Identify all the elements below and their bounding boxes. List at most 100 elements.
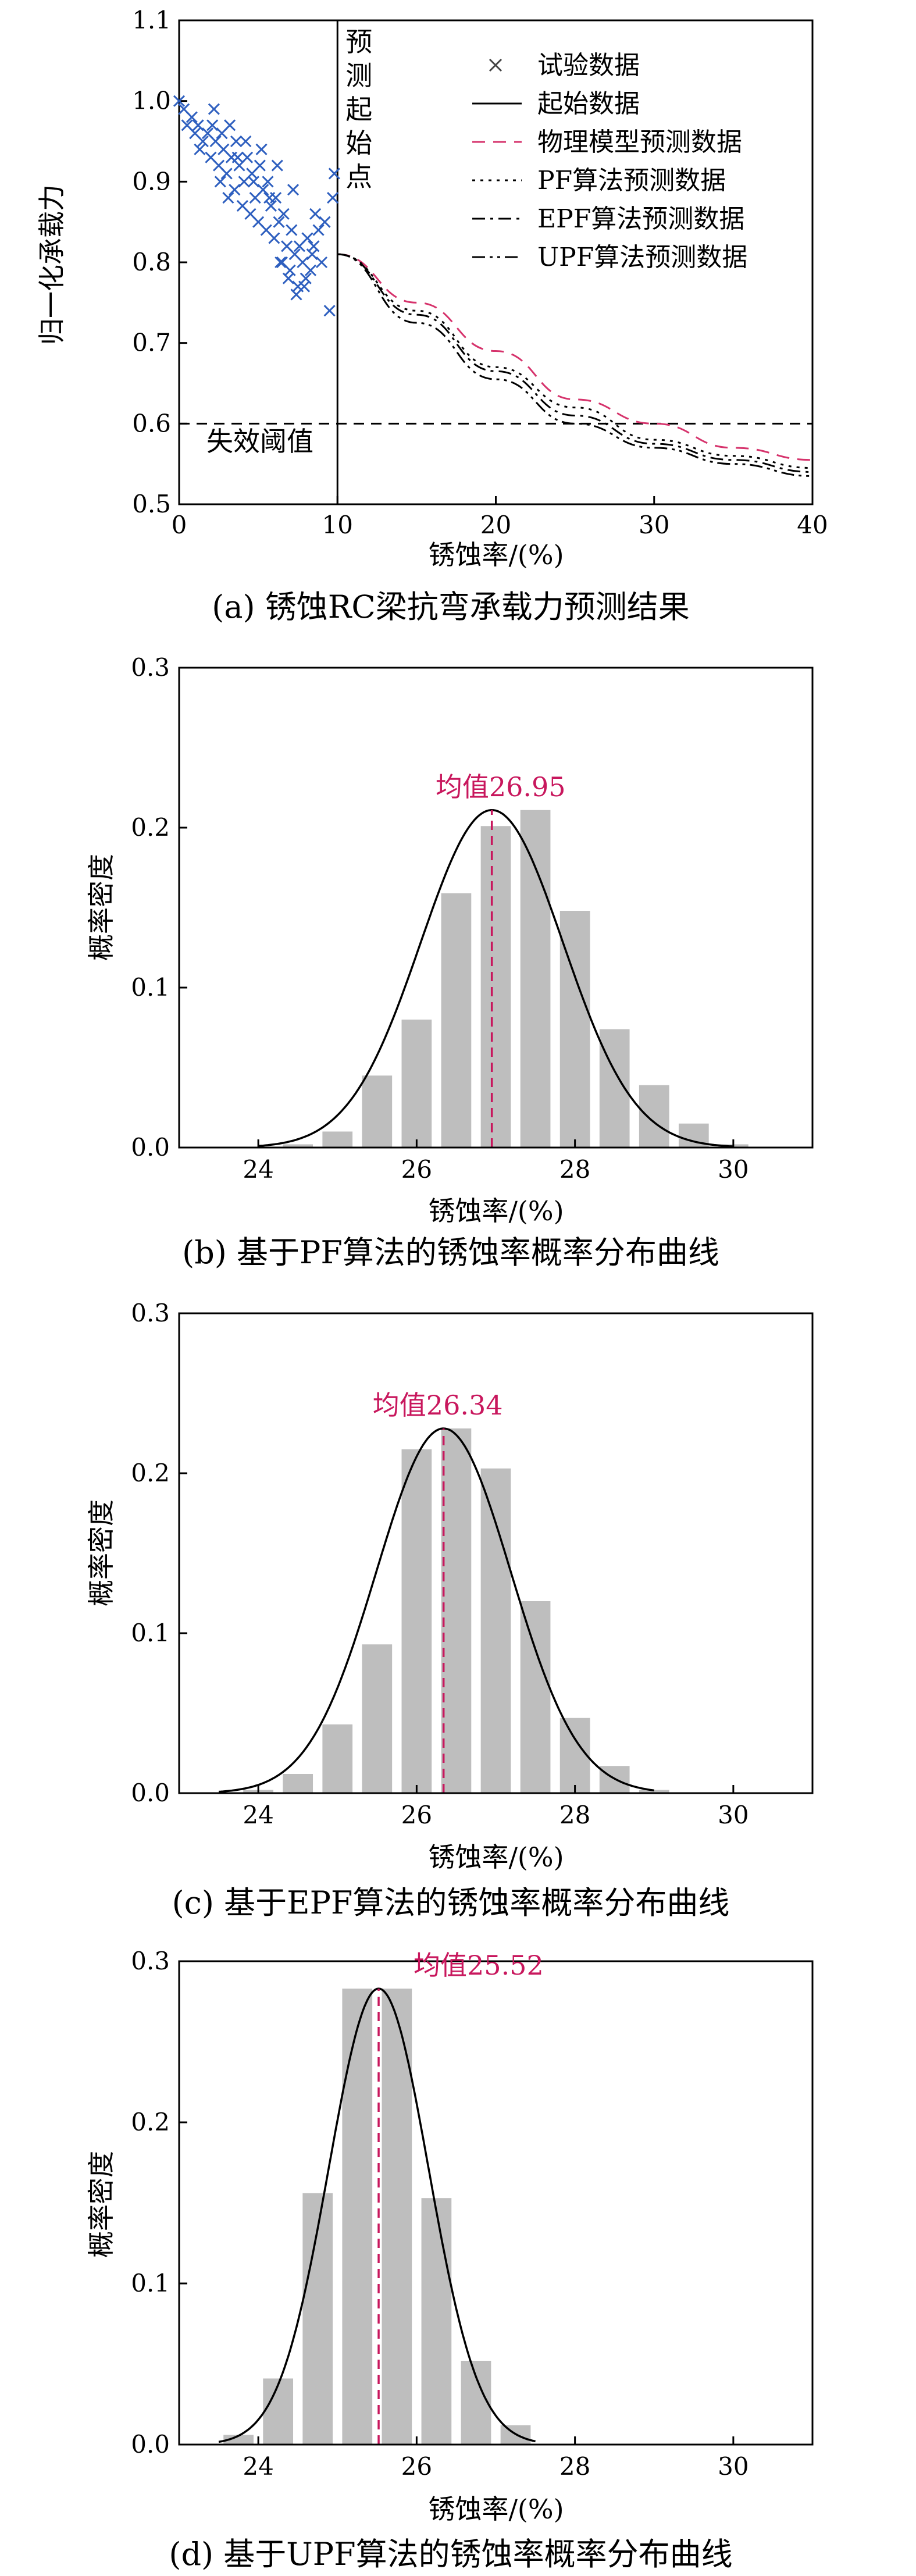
panel-a-xtick-label: 30: [639, 511, 669, 539]
panel-a-data-point: [230, 135, 243, 148]
panel-b-fit-curve: [258, 809, 733, 1148]
panel-a-ytick-label: 0.9: [132, 167, 171, 195]
panel-b-plot: 24 26 28 30 0.0 0.1 0.2 0.3: [131, 653, 814, 1184]
panel-a-legend-label: UPF算法预测数据: [537, 243, 747, 272]
panel-a-ytick-label: 1.1: [132, 6, 171, 34]
panel-a-series-line: [337, 253, 813, 461]
panel-a-data-point: [231, 151, 244, 163]
panel-a-series-line: [337, 253, 813, 473]
panel-a-data-point: [312, 224, 325, 236]
panel-a-data-point: [273, 216, 285, 228]
panel-c-frame: [178, 1312, 814, 1794]
panel-c-caption: (c) 基于EPF算法的锈蚀率概率分布曲线: [172, 1884, 730, 1921]
panel-d-fit-curve: [218, 1987, 536, 2443]
panel-d-bar: [421, 2198, 452, 2445]
panel-c-bar: [559, 1718, 590, 1793]
panel-a-xtick-label: 10: [322, 511, 353, 539]
panel-d-mean-label: 均值25.52: [414, 1950, 544, 1981]
panel-b-xtick-label: 24: [243, 1155, 273, 1184]
panel-a-data-point: [247, 176, 260, 188]
panel-a: 0 10 20 30 40 0.5 0.6 0.7 0.8 0.9 1.0 1.1 锈蚀率/(%) 归…: [36, 6, 828, 625]
panel-c-bar: [520, 1601, 551, 1793]
panel-c-bar: [322, 1724, 353, 1793]
panel-a-ytick-label: 0.8: [132, 248, 171, 276]
panel-c-xtick-label: 24: [243, 1801, 273, 1829]
panel-b-bar: [480, 826, 511, 1148]
panel-a-data-point: [309, 208, 322, 220]
panel-c: 24 26 28 30 0.0 0.1 0.2 0.3 锈蚀率/(%) 概率密度 (c) 基于…: [85, 1299, 814, 1921]
panel-c-ytick-label: 0.2: [131, 1459, 170, 1487]
panel-b-bar: [401, 1020, 432, 1148]
panel-a-data-point: [222, 192, 234, 204]
panel-d: 24 26 28 30 0.0 0.1 0.2 0.3 锈蚀率/(%) 概率密度 (d) 基于…: [85, 1947, 814, 2573]
panel-a-start-char: 始: [345, 127, 372, 159]
panel-a-data-point: [208, 103, 220, 115]
panel-d-ytick-label: 0.1: [131, 2269, 170, 2297]
panel-a-data-point: [214, 176, 226, 188]
panel-a-data-point: [241, 151, 254, 163]
panel-d-xlabel: 锈蚀率/(%): [428, 2493, 564, 2525]
panel-b-ytick-label: 0.0: [131, 1133, 170, 1161]
panel-a-legend-label: 物理模型预测数据: [537, 127, 742, 157]
panel-a-data-point: [271, 159, 283, 172]
panel-a-data-point: [186, 111, 198, 123]
panel-c-bar: [401, 1449, 432, 1793]
panel-a-start-char: 测: [345, 60, 372, 91]
panel-c-xlabel: 锈蚀率/(%): [428, 1841, 564, 1873]
panel-d-ytick-label: 0.0: [131, 2430, 170, 2459]
panel-d-bar: [263, 2378, 294, 2445]
panel-a-plot: 0 10 20 30 40 0.5 0.6 0.7 0.8 0.9 1.0 1.1: [132, 6, 828, 539]
panel-a-caption: (a) 锈蚀RC梁抗弯承载力预测结果: [212, 589, 689, 625]
panel-a-data-point: [194, 143, 206, 155]
panel-a-data-point: [328, 168, 340, 180]
panel-a-data-point: [257, 184, 269, 196]
panel-d-frame: [178, 1960, 814, 2446]
panel-b-xtick-label: 30: [718, 1155, 749, 1184]
panel-b-xtick-label: 28: [559, 1155, 590, 1184]
panel-a-data-point: [275, 256, 287, 269]
panel-a-legend-label: 试验数据: [537, 51, 640, 80]
panel-c-bar: [441, 1428, 472, 1793]
panel-c-ylabel: 概率密度: [85, 1499, 117, 1606]
panel-d-xtick-label: 28: [559, 2452, 590, 2481]
panel-a-data-point: [254, 159, 266, 172]
panel-c-xtick-label: 26: [401, 1801, 432, 1829]
panel-c-bar: [480, 1468, 511, 1793]
panel-a-threshold-label: 失效阈值: [206, 426, 313, 457]
panel-a-data-point: [262, 176, 274, 188]
panel-a-data-point: [197, 135, 209, 148]
panel-a-start-char: 点: [345, 161, 372, 193]
panel-d-caption: (d) 基于UPF算法的锈蚀率概率分布曲线: [169, 2536, 732, 2573]
panel-b-xlabel: 锈蚀率/(%): [428, 1195, 564, 1227]
panel-a-legend-marker: [489, 58, 502, 72]
panel-a-ytick-label: 0.6: [132, 409, 171, 437]
panel-a-data-point: [319, 216, 331, 228]
panel-a-data-point: [323, 305, 336, 317]
panel-b-bar: [441, 893, 472, 1148]
panel-a-data-point: [277, 208, 290, 220]
panel-d-ytick-label: 0.3: [131, 1947, 170, 1975]
panel-b-xtick-label: 26: [401, 1155, 432, 1184]
panel-c-mean-label: 均值26.34: [373, 1389, 503, 1421]
panel-a-data-point: [282, 272, 294, 284]
panel-b: 24 26 28 30 0.0 0.1 0.2 0.3 锈蚀率/(%) 概率密度 (b) 基于…: [85, 653, 814, 1271]
panel-a-data-point: [206, 119, 219, 131]
panel-a-series-line: [337, 253, 813, 469]
panel-b-ytick-label: 0.2: [131, 813, 170, 842]
panel-c-ytick-label: 0.0: [131, 1779, 170, 1807]
panel-b-frame: [178, 667, 814, 1149]
panel-a-data-point: [301, 232, 313, 244]
panel-a-data-point: [216, 127, 228, 140]
panel-c-plot: 24 26 28 30 0.0 0.1 0.2 0.3: [131, 1299, 814, 1829]
panel-a-xtick-label: 40: [797, 511, 828, 539]
panel-c-bar: [283, 1774, 313, 1793]
panel-a-legend-label: EPF算法预测数据: [537, 204, 744, 234]
panel-a-data-point: [220, 168, 233, 180]
panel-a-ylabel: 归一化承载力: [36, 184, 67, 345]
panel-a-data-point: [287, 184, 300, 196]
panel-b-ytick-label: 0.1: [131, 973, 170, 1002]
panel-a-xlabel: 锈蚀率/(%): [428, 539, 564, 571]
panel-a-data-point: [192, 119, 204, 131]
